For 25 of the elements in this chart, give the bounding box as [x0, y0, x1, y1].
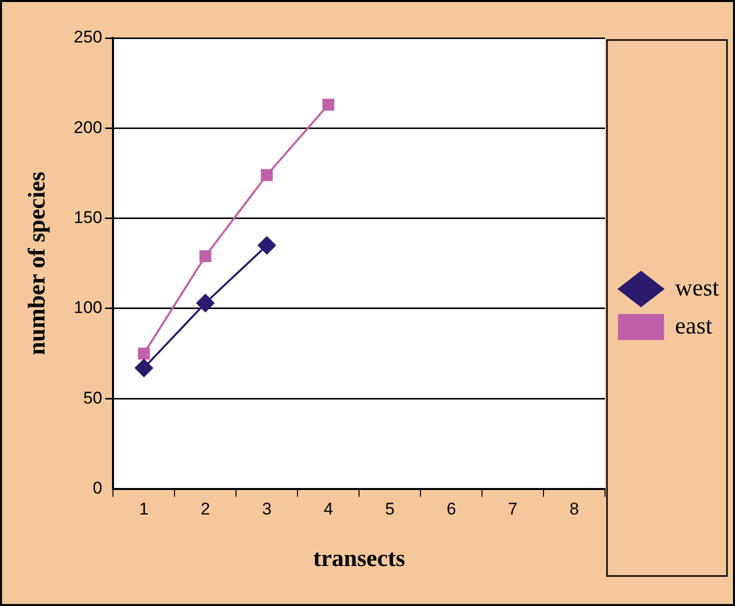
x-axis-title: transects: [313, 546, 406, 572]
y-tick-label: 150: [74, 208, 102, 228]
y-axis-title: number of species: [24, 172, 51, 356]
x-tick-label: 2: [200, 500, 210, 519]
point: [199, 250, 212, 262]
point: [134, 358, 153, 377]
point: [260, 169, 273, 181]
y-tick-label: 250: [74, 28, 102, 47]
x-tick-label: 7: [508, 500, 518, 519]
x-tick-label: 4: [324, 500, 334, 519]
y-tick-label: 200: [74, 118, 102, 137]
legend-label: west: [675, 275, 720, 302]
x-tick-label: 6: [446, 500, 456, 519]
y-tick-label: 100: [74, 298, 102, 318]
x-tick-label: 3: [262, 500, 272, 519]
x-tick-label: 1: [139, 500, 149, 519]
x-tick-label: 5: [385, 500, 395, 519]
y-tick-label: 50: [83, 388, 102, 408]
point: [138, 348, 150, 360]
point: [322, 98, 334, 111]
point: [258, 236, 276, 254]
point: [196, 294, 214, 312]
x-tick-label: 8: [570, 500, 579, 519]
y-tick-label: 0: [92, 478, 102, 498]
legend-label: east: [675, 313, 713, 340]
